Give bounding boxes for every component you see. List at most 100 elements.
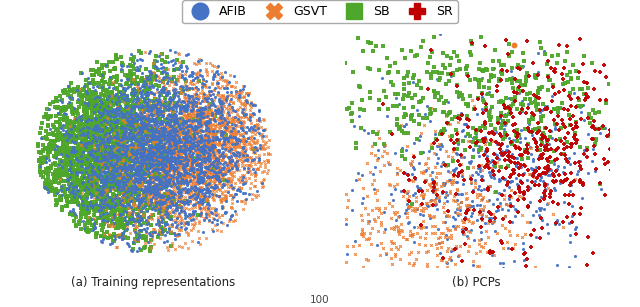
Point (196, 166, 206, 171)
Point (67, 158, 77, 163)
Point (173, 130, 184, 135)
Point (153, 178, 163, 183)
Point (143, 158, 154, 163)
Point (78, 179, 88, 184)
Point (58, 160, 68, 165)
Point (191, 88, 202, 93)
Point (509, 42, 519, 47)
Point (140, 152, 150, 157)
Point (198, 178, 209, 183)
Point (564, 220, 575, 225)
Point (38, 174, 49, 179)
Point (98, 186, 108, 191)
Point (124, 98, 134, 103)
Point (228, 152, 239, 157)
Point (55, 116, 65, 121)
Point (194, 129, 204, 134)
Point (91, 203, 101, 208)
Point (234, 153, 244, 158)
Point (161, 120, 172, 125)
Point (430, 203, 440, 208)
Point (108, 59, 118, 64)
Point (108, 218, 118, 223)
Point (92, 136, 102, 141)
Point (182, 173, 192, 178)
Point (164, 121, 174, 126)
Point (79, 114, 89, 119)
Point (122, 74, 132, 79)
Point (211, 172, 221, 177)
Point (238, 153, 248, 157)
Point (176, 91, 186, 95)
Point (171, 66, 181, 71)
Point (509, 89, 520, 94)
Point (54, 171, 65, 176)
Point (92, 141, 102, 146)
Point (173, 161, 184, 165)
Point (172, 165, 182, 169)
Point (199, 181, 209, 186)
Point (104, 200, 115, 204)
Point (99, 162, 109, 167)
Point (164, 101, 174, 106)
Point (454, 253, 465, 258)
Point (82, 115, 92, 120)
Point (203, 145, 213, 150)
Point (97, 158, 108, 163)
Point (139, 220, 149, 225)
Point (135, 91, 145, 96)
Point (83, 207, 93, 212)
Point (481, 139, 492, 144)
Point (128, 159, 138, 164)
Point (174, 121, 184, 126)
Point (464, 160, 474, 165)
Point (216, 121, 227, 126)
Point (167, 207, 177, 212)
Point (197, 94, 207, 99)
Point (204, 202, 214, 207)
Point (442, 71, 452, 76)
Point (177, 177, 188, 182)
Point (156, 219, 166, 223)
Point (217, 107, 227, 112)
Point (145, 128, 156, 133)
Point (474, 154, 484, 158)
Point (43, 181, 53, 186)
Point (483, 114, 493, 119)
Point (556, 152, 566, 157)
Point (100, 150, 111, 154)
Point (82, 130, 92, 134)
Point (161, 196, 172, 201)
Point (151, 166, 161, 171)
Point (487, 253, 497, 258)
Point (103, 195, 113, 200)
Point (158, 167, 168, 172)
Point (61, 185, 71, 190)
Point (176, 103, 186, 108)
Point (378, 245, 388, 250)
Point (109, 194, 120, 199)
Point (532, 144, 542, 149)
Point (500, 122, 510, 127)
Point (110, 111, 120, 116)
Point (186, 134, 196, 139)
Point (152, 103, 163, 108)
Point (56, 100, 66, 105)
Point (228, 99, 239, 104)
Point (118, 133, 128, 138)
Point (100, 162, 111, 167)
Point (95, 167, 105, 172)
Point (436, 132, 447, 137)
Point (205, 110, 216, 115)
Point (403, 199, 413, 204)
Point (180, 120, 191, 125)
Point (212, 231, 222, 235)
Point (137, 199, 147, 204)
Point (145, 177, 155, 182)
Point (54, 115, 64, 120)
Point (106, 234, 116, 239)
Point (161, 188, 172, 193)
Point (181, 189, 191, 194)
Point (232, 145, 242, 150)
Point (452, 137, 463, 142)
